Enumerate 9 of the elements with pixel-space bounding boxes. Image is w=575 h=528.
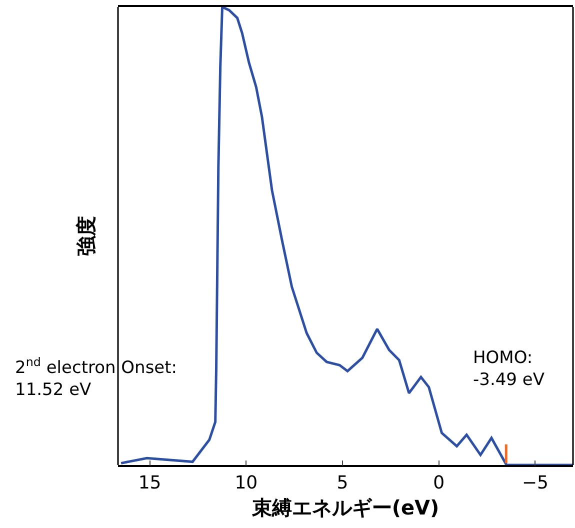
annotation: 2$^{nd}$ electron Onset: 11.52 eV [15, 355, 178, 400]
x-tick-label: 0 [433, 472, 445, 494]
x-tick-label: 10 [234, 472, 258, 494]
x-axis-title: 束縛エネルギー(eV) [250, 495, 440, 520]
x-tick-label: 15 [138, 472, 162, 494]
x-tick-label: −5 [522, 472, 549, 494]
y-axis-title: 強度 [74, 216, 98, 256]
x-tick-label: 5 [336, 472, 348, 494]
annotation: HOMO: -3.49 eV [473, 348, 545, 390]
